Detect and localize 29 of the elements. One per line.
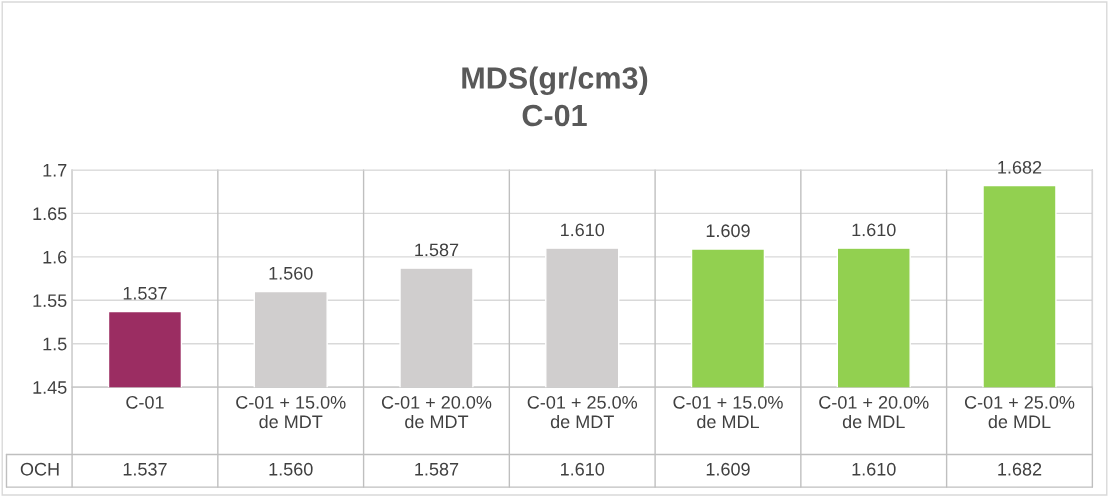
x-tick-label: C-01 + 25.0% de MDL [964, 395, 1075, 429]
chart-title: MDS(gr/cm3) C-01 [462, 66, 648, 127]
x-tick-label: C-01 + 25.0% de MDT [527, 395, 638, 429]
data-label: 1.537 [123, 462, 167, 476]
y-tick-label: 1.7 [43, 164, 67, 177]
y-tick-label: 1.6 [43, 250, 67, 264]
y-tick-label: 1.45 [33, 381, 67, 394]
text: 1.537 [123, 286, 167, 300]
data-label: 1.610 [852, 462, 896, 476]
y-tick-label: 1.65 [33, 207, 67, 221]
y-tick-label: 1.55 [33, 294, 67, 308]
text: 1.587 [415, 243, 459, 257]
text: 1.610 [852, 223, 896, 237]
text: 1.609 [706, 224, 750, 238]
x-tick-label: C-01 + 20.0% de MDT [381, 395, 492, 429]
y-tick-label: 1.5 [43, 337, 67, 351]
data-label: 1.587 [415, 462, 459, 476]
x-tick-label: C-01 + 15.0% de MDT [236, 395, 346, 429]
text: 1.682 [998, 160, 1042, 174]
x-tick-label: C-01 [126, 395, 164, 409]
text: 1.560 [269, 266, 313, 280]
data-label: 1.609 [706, 462, 750, 476]
text: 1.610 [561, 223, 605, 237]
x-tick-label: C-01 + 15.0% de MDL [673, 395, 783, 429]
text: OCH [20, 462, 59, 476]
data-label: 1.560 [269, 462, 313, 476]
data-label: 1.610 [561, 462, 605, 476]
x-tick-label: C-01 + 20.0% de MDL [819, 395, 929, 429]
data-label: 1.682 [998, 462, 1042, 476]
